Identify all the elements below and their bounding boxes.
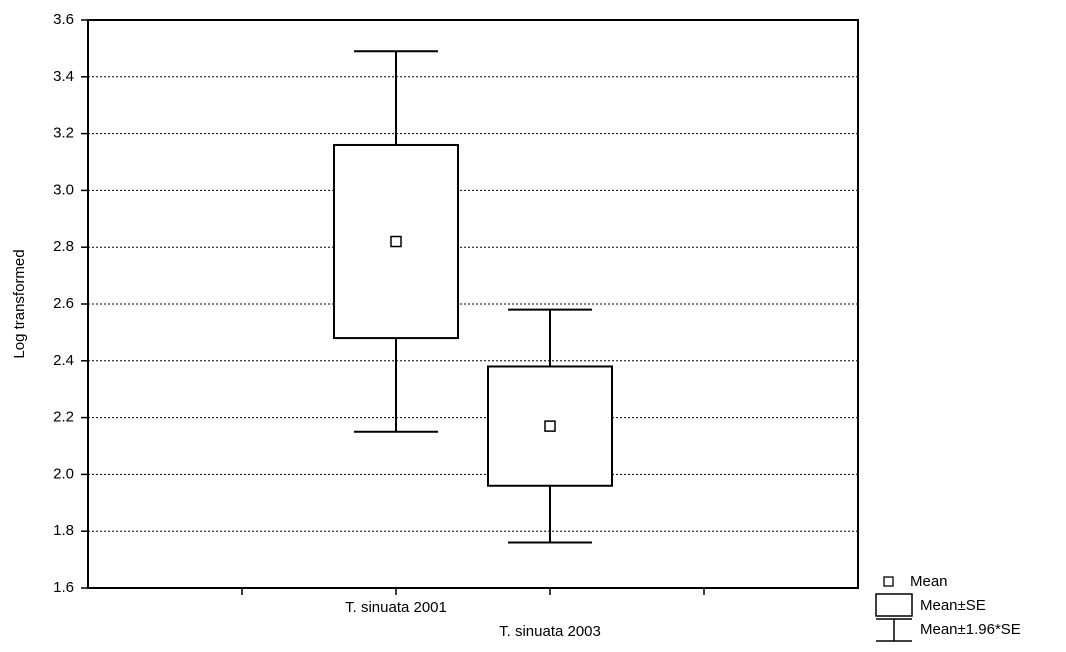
y-axis-label: Log transformed [11,249,28,358]
legend-mean-icon [883,576,894,587]
y-tick-label: 1.6 [53,579,74,596]
y-tick-label: 3.6 [53,11,74,28]
y-tick-label: 2.6 [53,295,74,312]
y-tick-label: 2.4 [53,352,74,369]
x-tick-label: T. sinuata 2001 [345,599,447,616]
plot-frame [87,19,859,589]
legend-label: Mean±1.96*SE [920,621,1021,638]
mean-marker [544,420,556,432]
y-tick-label: 2.2 [53,409,74,426]
y-tick-label: 3.4 [53,68,74,85]
y-tick-label: 3.2 [53,125,74,142]
legend-se-icon [875,593,913,617]
y-tick-label: 3.0 [53,181,74,198]
x-tick-label: T. sinuata 2003 [499,623,601,640]
mean-marker [390,235,402,248]
y-tick-label: 2.8 [53,238,74,255]
y-tick-label: 2.0 [53,465,74,482]
y-tick-label: 1.8 [53,522,74,539]
legend-label: Mean±SE [920,597,986,614]
legend-label: Mean [910,573,948,590]
